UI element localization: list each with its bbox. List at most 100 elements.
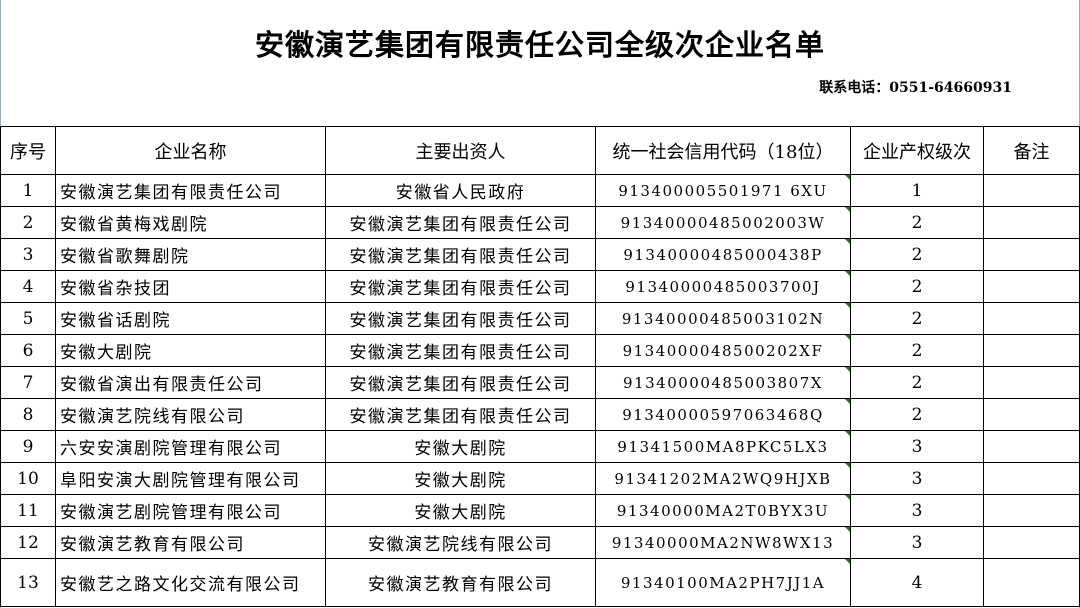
- cell-level[interactable]: 4: [850, 558, 984, 607]
- cell-investor[interactable]: 安徽演艺集团有限责任公司: [325, 302, 596, 335]
- cell-code[interactable]: 91340000485000438P: [595, 238, 851, 271]
- cell-no[interactable]: 11: [0, 494, 56, 527]
- cell-level[interactable]: 2: [850, 366, 984, 399]
- cell-no[interactable]: 9: [0, 430, 56, 463]
- cell-code[interactable]: 91340000597063468Q: [595, 398, 851, 431]
- cell-investor[interactable]: 安徽演艺集团有限责任公司: [325, 398, 596, 431]
- cell-name[interactable]: 安徽演艺院线有限公司: [55, 398, 326, 431]
- cell-investor[interactable]: 安徽演艺教育有限公司: [325, 558, 596, 607]
- header-no[interactable]: 序号: [0, 126, 56, 175]
- cell-investor[interactable]: 安徽省人民政府: [325, 174, 596, 207]
- cell-name[interactable]: 安徽演艺教育有限公司: [55, 526, 326, 559]
- cell-note[interactable]: [983, 526, 1080, 559]
- cell-note[interactable]: [983, 334, 1080, 367]
- cell-code[interactable]: 91341500MA8PKC5LX3: [595, 430, 851, 463]
- cell-code[interactable]: 913400005501971 6XU: [595, 174, 851, 207]
- cell-no[interactable]: 8: [0, 398, 56, 431]
- cell-no[interactable]: 13: [0, 558, 56, 607]
- cell-note[interactable]: [983, 302, 1080, 335]
- cell-code[interactable]: 91340000485002003W: [595, 206, 851, 239]
- cell-note[interactable]: [983, 238, 1080, 271]
- cell-name[interactable]: 安徽演艺剧院管理有限公司: [55, 494, 326, 527]
- cell-investor[interactable]: 安徽演艺集团有限责任公司: [325, 270, 596, 303]
- cell-level[interactable]: 1: [850, 174, 984, 207]
- cell-code[interactable]: 91340000485003807X: [595, 366, 851, 399]
- cell-code[interactable]: 91340000485003700J: [595, 270, 851, 303]
- cell-note[interactable]: [983, 206, 1080, 239]
- contact-phone: 联系电话：0551-64660931: [819, 80, 1012, 96]
- cell-investor[interactable]: 安徽演艺集团有限责任公司: [325, 206, 596, 239]
- cell-investor[interactable]: 安徽大剧院: [325, 494, 596, 527]
- cell-code[interactable]: 91340000MA2NW8WX13: [595, 526, 851, 559]
- cell-investor[interactable]: 安徽大剧院: [325, 462, 596, 495]
- header-note[interactable]: 备注: [983, 126, 1080, 175]
- header-code[interactable]: 统一社会信用代码（18位）: [595, 126, 851, 175]
- cell-no[interactable]: 1: [0, 174, 56, 207]
- cell-note[interactable]: [983, 174, 1080, 207]
- cell-investor[interactable]: 安徽演艺院线有限公司: [325, 526, 596, 559]
- table-row: 1 安徽演艺集团有限责任公司 安徽省人民政府 913400005501971 6XU 1: [0, 174, 1080, 207]
- cell-no[interactable]: 6: [0, 334, 56, 367]
- cell-note[interactable]: [983, 430, 1080, 463]
- cell-investor[interactable]: 安徽演艺集团有限责任公司: [325, 366, 596, 399]
- cell-level[interactable]: 2: [850, 206, 984, 239]
- cell-note[interactable]: [983, 558, 1080, 607]
- cell-no[interactable]: 5: [0, 302, 56, 335]
- table-row: 6 安徽大剧院 安徽演艺集团有限责任公司 9134000048500202XF 2: [0, 334, 1080, 367]
- header-investor[interactable]: 主要出资人: [325, 126, 596, 175]
- cell-code[interactable]: 91340000485003102N: [595, 302, 851, 335]
- cell-name[interactable]: 六安安演剧院管理有限公司: [55, 430, 326, 463]
- cell-level[interactable]: 2: [850, 302, 984, 335]
- cell-code[interactable]: 9134000048500202XF: [595, 334, 851, 367]
- cell-no[interactable]: 10: [0, 462, 56, 495]
- cell-investor[interactable]: 安徽大剧院: [325, 430, 596, 463]
- cell-no[interactable]: 7: [0, 366, 56, 399]
- table-row: 2 安徽省黄梅戏剧院 安徽演艺集团有限责任公司 91340000485002003W 2: [0, 206, 1080, 239]
- cell-name[interactable]: 安徽省歌舞剧院: [55, 238, 326, 271]
- table-row: 5 安徽省话剧院 安徽演艺集团有限责任公司 91340000485003102N 2: [0, 302, 1080, 335]
- cell-level[interactable]: 3: [850, 462, 984, 495]
- cell-name[interactable]: 安徽演艺集团有限责任公司: [55, 174, 326, 207]
- cell-level[interactable]: 2: [850, 334, 984, 367]
- cell-name[interactable]: 安徽省黄梅戏剧院: [55, 206, 326, 239]
- cell-note[interactable]: [983, 366, 1080, 399]
- cell-no[interactable]: 3: [0, 238, 56, 271]
- cell-name[interactable]: 安徽省杂技团: [55, 270, 326, 303]
- cell-note[interactable]: [983, 462, 1080, 495]
- header-row: 序号 企业名称 主要出资人 统一社会信用代码（18位） 企业产权级次 备注: [0, 126, 1080, 175]
- cell-code[interactable]: 91341202MA2WQ9HJXB: [595, 462, 851, 495]
- table-row: 3 安徽省歌舞剧院 安徽演艺集团有限责任公司 91340000485000438P 2: [0, 238, 1080, 271]
- cell-no[interactable]: 4: [0, 270, 56, 303]
- header-level[interactable]: 企业产权级次: [850, 126, 984, 175]
- table-row: 13 安徽艺之路文化交流有限公司 安徽演艺教育有限公司 91340100MA2PH7J…: [0, 558, 1080, 607]
- cell-no[interactable]: 2: [0, 206, 56, 239]
- cell-level[interactable]: 2: [850, 270, 984, 303]
- cell-name[interactable]: 安徽大剧院: [55, 334, 326, 367]
- cell-code[interactable]: 91340000MA2T0BYX3U: [595, 494, 851, 527]
- cell-name[interactable]: 安徽艺之路文化交流有限公司: [55, 558, 326, 607]
- cell-level[interactable]: 2: [850, 398, 984, 431]
- table-row: 7 安徽省演出有限责任公司 安徽演艺集团有限责任公司 9134000048500380…: [0, 366, 1080, 399]
- header-name[interactable]: 企业名称: [55, 126, 326, 175]
- table-row: 12 安徽演艺教育有限公司 安徽演艺院线有限公司 91340000MA2NW8WX13…: [0, 526, 1080, 559]
- table-row: 9 六安安演剧院管理有限公司 安徽大剧院 91341500MA8PKC5LX3 3: [0, 430, 1080, 463]
- table-row: 11 安徽演艺剧院管理有限公司 安徽大剧院 91340000MA2T0BYX3U 3: [0, 494, 1080, 527]
- cell-note[interactable]: [983, 270, 1080, 303]
- cell-name[interactable]: 安徽省话剧院: [55, 302, 326, 335]
- cell-code[interactable]: 91340100MA2PH7JJ1A: [595, 558, 851, 607]
- cell-note[interactable]: [983, 398, 1080, 431]
- cell-level[interactable]: 3: [850, 526, 984, 559]
- cell-level[interactable]: 2: [850, 238, 984, 271]
- cell-investor[interactable]: 安徽演艺集团有限责任公司: [325, 238, 596, 271]
- cell-investor[interactable]: 安徽演艺集团有限责任公司: [325, 334, 596, 367]
- cell-level[interactable]: 3: [850, 494, 984, 527]
- cell-name[interactable]: 阜阳安演大剧院管理有限公司: [55, 462, 326, 495]
- table-row: 10 阜阳安演大剧院管理有限公司 安徽大剧院 91341202MA2WQ9HJXB 3: [0, 462, 1080, 495]
- document-title: 安徽演艺集团有限责任公司全级次企业名单: [254, 28, 825, 62]
- cell-no[interactable]: 12: [0, 526, 56, 559]
- table-row: 4 安徽省杂技团 安徽演艺集团有限责任公司 91340000485003700J 2: [0, 270, 1080, 303]
- cell-note[interactable]: [983, 494, 1080, 527]
- cell-name[interactable]: 安徽省演出有限责任公司: [55, 366, 326, 399]
- cell-level[interactable]: 3: [850, 430, 984, 463]
